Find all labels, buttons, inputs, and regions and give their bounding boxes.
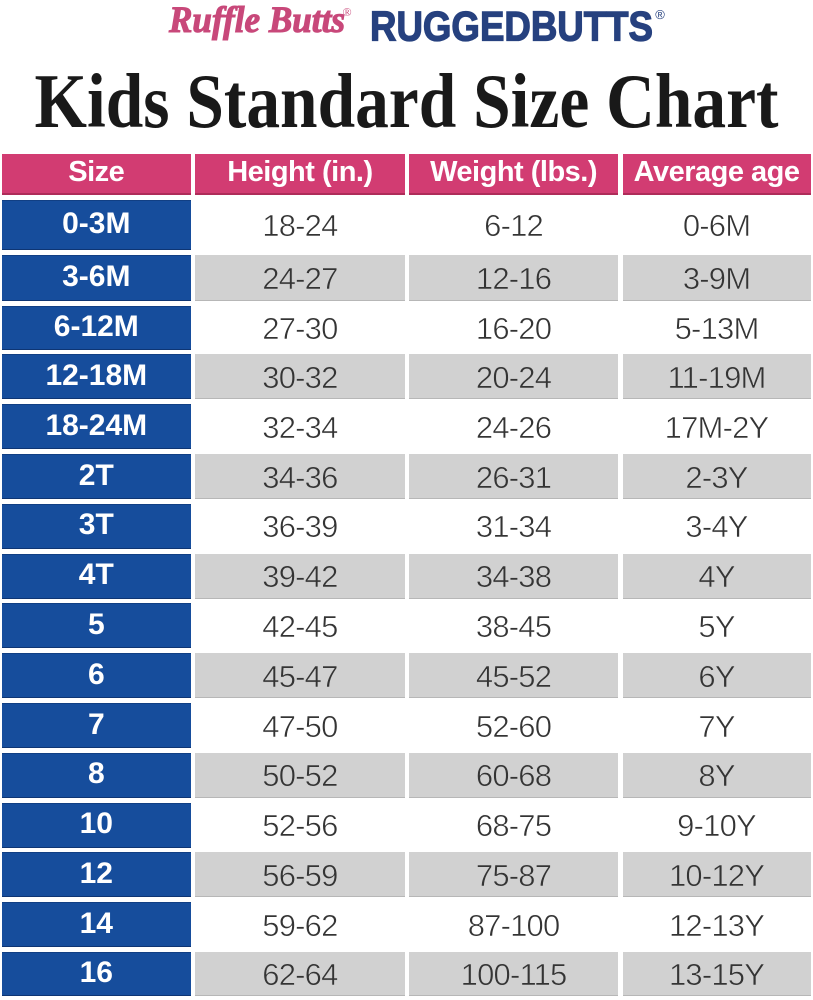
svg-text:Kids Standard Size Chart: Kids Standard Size Chart [35,58,779,144]
svg-text:®: ® [342,5,351,19]
svg-text:RUGGEDBUTTS: RUGGEDBUTTS [370,2,653,49]
svg-text:Ruffle Butts: Ruffle Butts [168,0,345,41]
svg-text:®: ® [655,7,665,22]
